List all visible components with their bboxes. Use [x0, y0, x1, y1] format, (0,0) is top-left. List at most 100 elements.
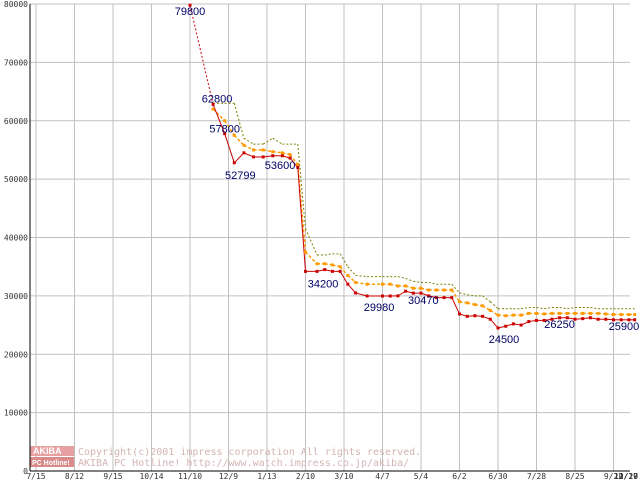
- series-average-point: [612, 313, 615, 317]
- series-average-point: [323, 262, 327, 266]
- series-min-point: [550, 317, 554, 321]
- series-average-point: [261, 148, 265, 152]
- series-average-point: [404, 284, 408, 288]
- series-average-point: [573, 311, 577, 315]
- series-min-segment: [355, 292, 368, 297]
- data-label: 26250: [544, 319, 575, 331]
- series-min-point: [280, 154, 284, 158]
- series-average-point: [465, 301, 469, 305]
- series-max-segment: [355, 274, 368, 278]
- x-tick-label: 11/17: [614, 472, 638, 480]
- y-tick-label: 70000: [4, 58, 28, 67]
- series-min-point: [573, 317, 577, 321]
- watermark: AKIBA PC Hotline! Copyright(c)2001 impre…: [30, 446, 421, 469]
- series-max-segment: [428, 281, 437, 285]
- series-max-segment: [521, 307, 529, 310]
- series-average-segment: [304, 251, 318, 265]
- x-tick-label: 6/2: [452, 472, 467, 480]
- x-tick-label: 8/12: [65, 472, 84, 480]
- series-min-point: [450, 296, 454, 300]
- series-min-point: [404, 289, 408, 293]
- series-average-point: [396, 284, 400, 288]
- series-average-segment: [243, 144, 254, 151]
- series-max-segment: [347, 266, 356, 276]
- series-min-point: [588, 316, 592, 320]
- x-tick-label: 9/22: [604, 472, 623, 480]
- series-average-point: [588, 311, 592, 315]
- series-average-point: [252, 148, 256, 152]
- x-tick-label: 12/9: [219, 472, 238, 480]
- series-min-point: [596, 317, 600, 321]
- data-label: 62800: [202, 93, 233, 105]
- series-max-segment: [489, 301, 499, 310]
- series-min-point: [411, 291, 415, 295]
- series-average-point: [280, 151, 284, 155]
- series-average-point: [450, 288, 454, 292]
- series-min-segment: [224, 133, 235, 163]
- data-label: 57800: [209, 124, 240, 136]
- series-max-segment: [567, 307, 576, 310]
- data-label: 34200: [308, 278, 339, 290]
- series-average-point: [481, 304, 485, 308]
- series-min-point: [388, 294, 392, 298]
- series-average-point: [604, 312, 608, 316]
- series-average-point: [211, 107, 215, 111]
- x-tick-label: 5/4: [414, 472, 429, 480]
- series-max-segment: [482, 295, 491, 303]
- x-tick-label: 10/20: [614, 472, 638, 480]
- series-average-point: [365, 282, 369, 286]
- x-tick-label: 4/7: [375, 472, 390, 480]
- series-average-point: [535, 311, 538, 315]
- x-tick-label: 7/15: [26, 472, 45, 480]
- data-label: 53600: [265, 160, 296, 172]
- series-min-segment: [451, 297, 460, 315]
- series-min-point: [354, 291, 358, 295]
- series-points: [188, 3, 637, 330]
- y-tick-label: 60000: [4, 117, 28, 126]
- series-average-point: [223, 119, 227, 123]
- x-tick-label: 3/10: [334, 472, 353, 480]
- series-max-segment: [536, 307, 545, 310]
- series-average-point: [411, 286, 415, 290]
- series-average-point: [442, 288, 446, 292]
- data-label: 24500: [489, 334, 520, 346]
- series-average-point: [627, 313, 631, 317]
- series-min-point: [581, 317, 585, 321]
- series-min-segment: [263, 155, 273, 158]
- axes: 0 10000 20000 30000 40000 50000 60000 70000 8000…: [4, 0, 638, 480]
- series-min-point: [188, 3, 192, 7]
- series-average-point: [354, 280, 358, 284]
- series-min-point: [315, 269, 319, 273]
- series-min-point: [465, 314, 469, 318]
- series-min-segment: [212, 104, 226, 134]
- y-tick-label: 40000: [4, 234, 28, 243]
- series-min-point: [511, 322, 515, 326]
- series-max-segment: [324, 253, 333, 256]
- series-min-point: [296, 165, 300, 169]
- series-min-point: [519, 323, 523, 327]
- series-average-segment: [355, 281, 368, 285]
- series-average-point: [304, 250, 307, 254]
- data-label: 29980: [364, 302, 395, 314]
- series-average-point: [346, 273, 350, 277]
- series-min-point: [330, 269, 334, 273]
- y-tick-label: 50000: [4, 175, 28, 184]
- series-average-point: [232, 133, 236, 137]
- series-min-point: [442, 296, 446, 300]
- series-min-point: [633, 318, 637, 322]
- series-min-point: [627, 318, 631, 322]
- series-min-point: [323, 268, 327, 272]
- x-tick-label: 10/14: [139, 472, 163, 480]
- series-max-segment: [243, 137, 254, 145]
- y-tick-label: 10000: [4, 409, 28, 418]
- x-tick-label: 6/30: [488, 472, 507, 480]
- series-min-point: [252, 155, 256, 159]
- x-tick-label: 8/25: [565, 472, 584, 480]
- series-min-point: [304, 269, 307, 273]
- series-min-point: [365, 294, 369, 298]
- series-min-point: [396, 294, 400, 298]
- series-average-point: [596, 311, 600, 315]
- series-min-point: [211, 102, 215, 106]
